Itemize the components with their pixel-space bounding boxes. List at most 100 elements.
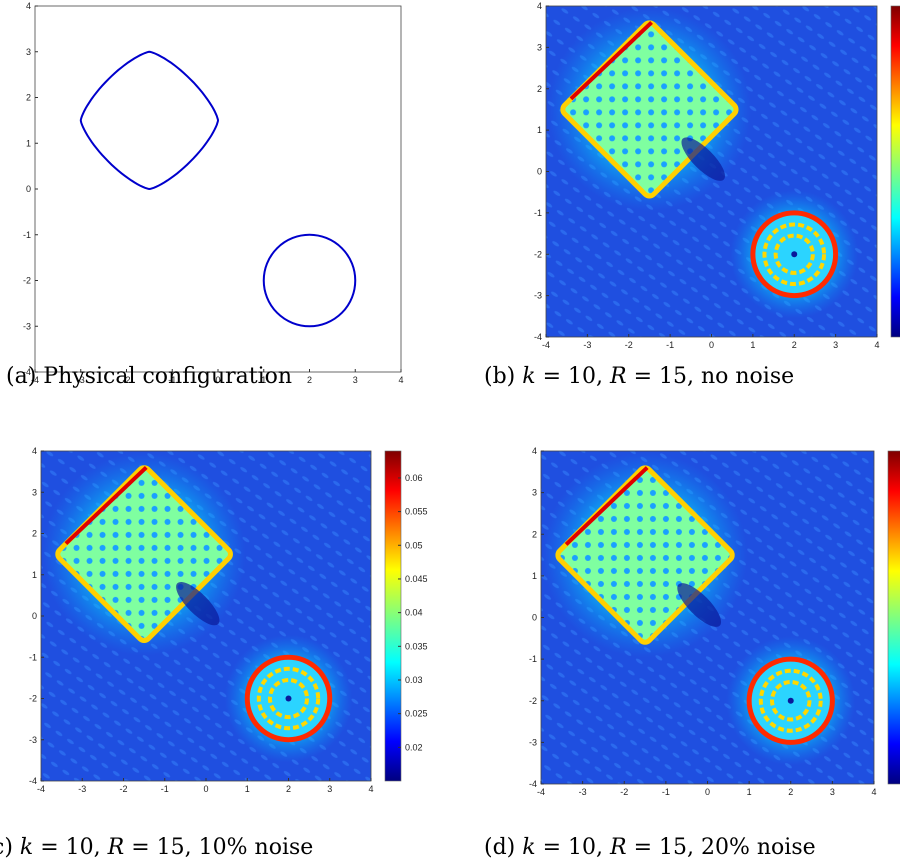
caption-part: = 15, 20% noise bbox=[627, 835, 816, 860]
colorbar bbox=[385, 451, 401, 781]
y-tick-label: -4 bbox=[29, 776, 37, 786]
y-tick-label: -4 bbox=[529, 779, 537, 789]
caption-part: = 15, 10% noise bbox=[124, 835, 313, 860]
y-tick-label: 4 bbox=[532, 446, 537, 456]
circle-ring bbox=[267, 677, 310, 720]
x-tick-label: 1 bbox=[245, 784, 250, 794]
x-tick-label: -3 bbox=[579, 787, 587, 797]
circle-ring bbox=[750, 210, 839, 299]
colorbar bbox=[891, 6, 900, 337]
x-tick-label: -4 bbox=[31, 375, 39, 385]
y-tick-label: 0 bbox=[537, 167, 542, 177]
caption-c: c) k = 10, R = 15, 10% noise bbox=[0, 835, 313, 860]
y-tick-label: -3 bbox=[23, 321, 31, 331]
y-tick-label: 2 bbox=[26, 93, 31, 103]
x-tick-label: 2 bbox=[307, 375, 312, 385]
x-tick-label: 3 bbox=[830, 787, 835, 797]
x-tick-label: 1 bbox=[261, 375, 266, 385]
x-tick-label: -2 bbox=[122, 375, 130, 385]
x-tick-label: 4 bbox=[368, 784, 373, 794]
x-tick-label: -4 bbox=[37, 784, 45, 794]
diamond-edge-max bbox=[64, 465, 148, 546]
circle-ring bbox=[762, 222, 827, 287]
x-tick-label: -1 bbox=[168, 375, 176, 385]
caption-part: = 10, bbox=[536, 835, 610, 860]
colorbar-tick-label: 0.06 bbox=[405, 473, 423, 483]
y-tick-label: 2 bbox=[32, 529, 37, 539]
circle-center bbox=[285, 695, 292, 702]
colorbar-tick-label: 0.055 bbox=[405, 507, 428, 517]
x-tick-label: 2 bbox=[286, 784, 291, 794]
x-tick-label: -1 bbox=[666, 340, 674, 350]
x-tick-label: -1 bbox=[161, 784, 169, 794]
y-tick-label: -3 bbox=[534, 291, 542, 301]
x-tick-label: 0 bbox=[705, 787, 710, 797]
y-tick-label: 2 bbox=[537, 84, 542, 94]
x-tick-label: 4 bbox=[874, 340, 879, 350]
y-tick-label: -2 bbox=[534, 249, 542, 259]
panel-d: -4 -3 -2 -1 0 1 2 3 4 4 3 2 1 0 -1 -2 -3 -4 (d) k = 10, R … bbox=[484, 446, 900, 860]
y-tick-label: 2 bbox=[532, 529, 537, 539]
colorbar-tick-label: 0.035 bbox=[405, 641, 428, 651]
y-tick-label: 3 bbox=[532, 488, 537, 498]
y-tick-label: 0 bbox=[26, 184, 31, 194]
x-tick-label: 3 bbox=[833, 340, 838, 350]
x-tick-label: 4 bbox=[398, 375, 403, 385]
x-tick-label: 1 bbox=[747, 787, 752, 797]
shadow-region bbox=[677, 583, 722, 627]
colorbar-frame bbox=[887, 450, 900, 785]
caption-d: (d) k = 10, R = 15, 20% noise bbox=[484, 835, 816, 860]
caption-part: (a) bbox=[6, 364, 43, 389]
colorbar-tick-label: 0.05 bbox=[405, 540, 423, 550]
circle-scatterer bbox=[262, 233, 357, 328]
circle-ring bbox=[746, 656, 835, 745]
colorbar-frame bbox=[384, 450, 402, 782]
x-tick-label: -3 bbox=[583, 340, 591, 350]
caption-part: k bbox=[522, 835, 535, 860]
x-tick-label: 0 bbox=[203, 784, 208, 794]
shadow-region bbox=[176, 581, 220, 626]
y-tick-label: 1 bbox=[26, 138, 31, 148]
caption-a: (a) Physical configuration bbox=[6, 364, 292, 389]
x-tick-label: 3 bbox=[353, 375, 358, 385]
y-tick-label: 4 bbox=[537, 1, 542, 11]
x-tick-label: 2 bbox=[788, 787, 793, 797]
diamond-edge-max bbox=[569, 21, 653, 101]
colorbar-tick-label: 0.045 bbox=[405, 574, 428, 584]
caption-part: = 10, bbox=[33, 835, 107, 860]
x-tick-label: -3 bbox=[78, 784, 86, 794]
x-tick-label: 4 bbox=[871, 787, 876, 797]
y-tick-label: -1 bbox=[23, 230, 31, 240]
caption-part: Physical configuration bbox=[43, 364, 292, 389]
y-tick-label: -3 bbox=[529, 737, 537, 747]
x-tick-label: 1 bbox=[750, 340, 755, 350]
x-tick-label: 3 bbox=[327, 784, 332, 794]
caption-part: = 15, no noise bbox=[627, 364, 795, 389]
diamond-scatterer bbox=[79, 50, 220, 191]
panel-b: -4 -3 -2 -1 0 1 2 3 4 4 3 2 1 0 -1 -2 -3 -4 (b) k = 10, R … bbox=[484, 1, 900, 389]
x-tick-label: -4 bbox=[537, 787, 545, 797]
caption-part: (d) bbox=[484, 835, 522, 860]
heatmap bbox=[546, 6, 877, 337]
y-tick-label: 3 bbox=[32, 487, 37, 497]
caption-part: k bbox=[522, 364, 535, 389]
colorbar-tick-label: 0.04 bbox=[405, 608, 423, 618]
caption-part: (b) bbox=[484, 364, 522, 389]
x-tick-label: -2 bbox=[119, 784, 127, 794]
circle-ring bbox=[256, 666, 321, 731]
y-tick-label: 1 bbox=[537, 125, 542, 135]
shadow-region bbox=[681, 137, 725, 181]
y-tick-label: 4 bbox=[26, 1, 31, 11]
circle-center bbox=[787, 697, 794, 704]
y-tick-label: -2 bbox=[23, 276, 31, 286]
diamond-edge-max bbox=[564, 466, 649, 546]
y-tick-label: -2 bbox=[29, 694, 37, 704]
caption-b: (b) k = 10, R = 15, no noise bbox=[484, 364, 794, 389]
caption-part: c) bbox=[0, 835, 20, 860]
y-tick-label: 1 bbox=[532, 571, 537, 581]
x-tick-label: -2 bbox=[625, 340, 633, 350]
y-tick-label: -3 bbox=[29, 735, 37, 745]
colorbar bbox=[888, 451, 900, 784]
y-tick-label: -4 bbox=[23, 367, 31, 377]
